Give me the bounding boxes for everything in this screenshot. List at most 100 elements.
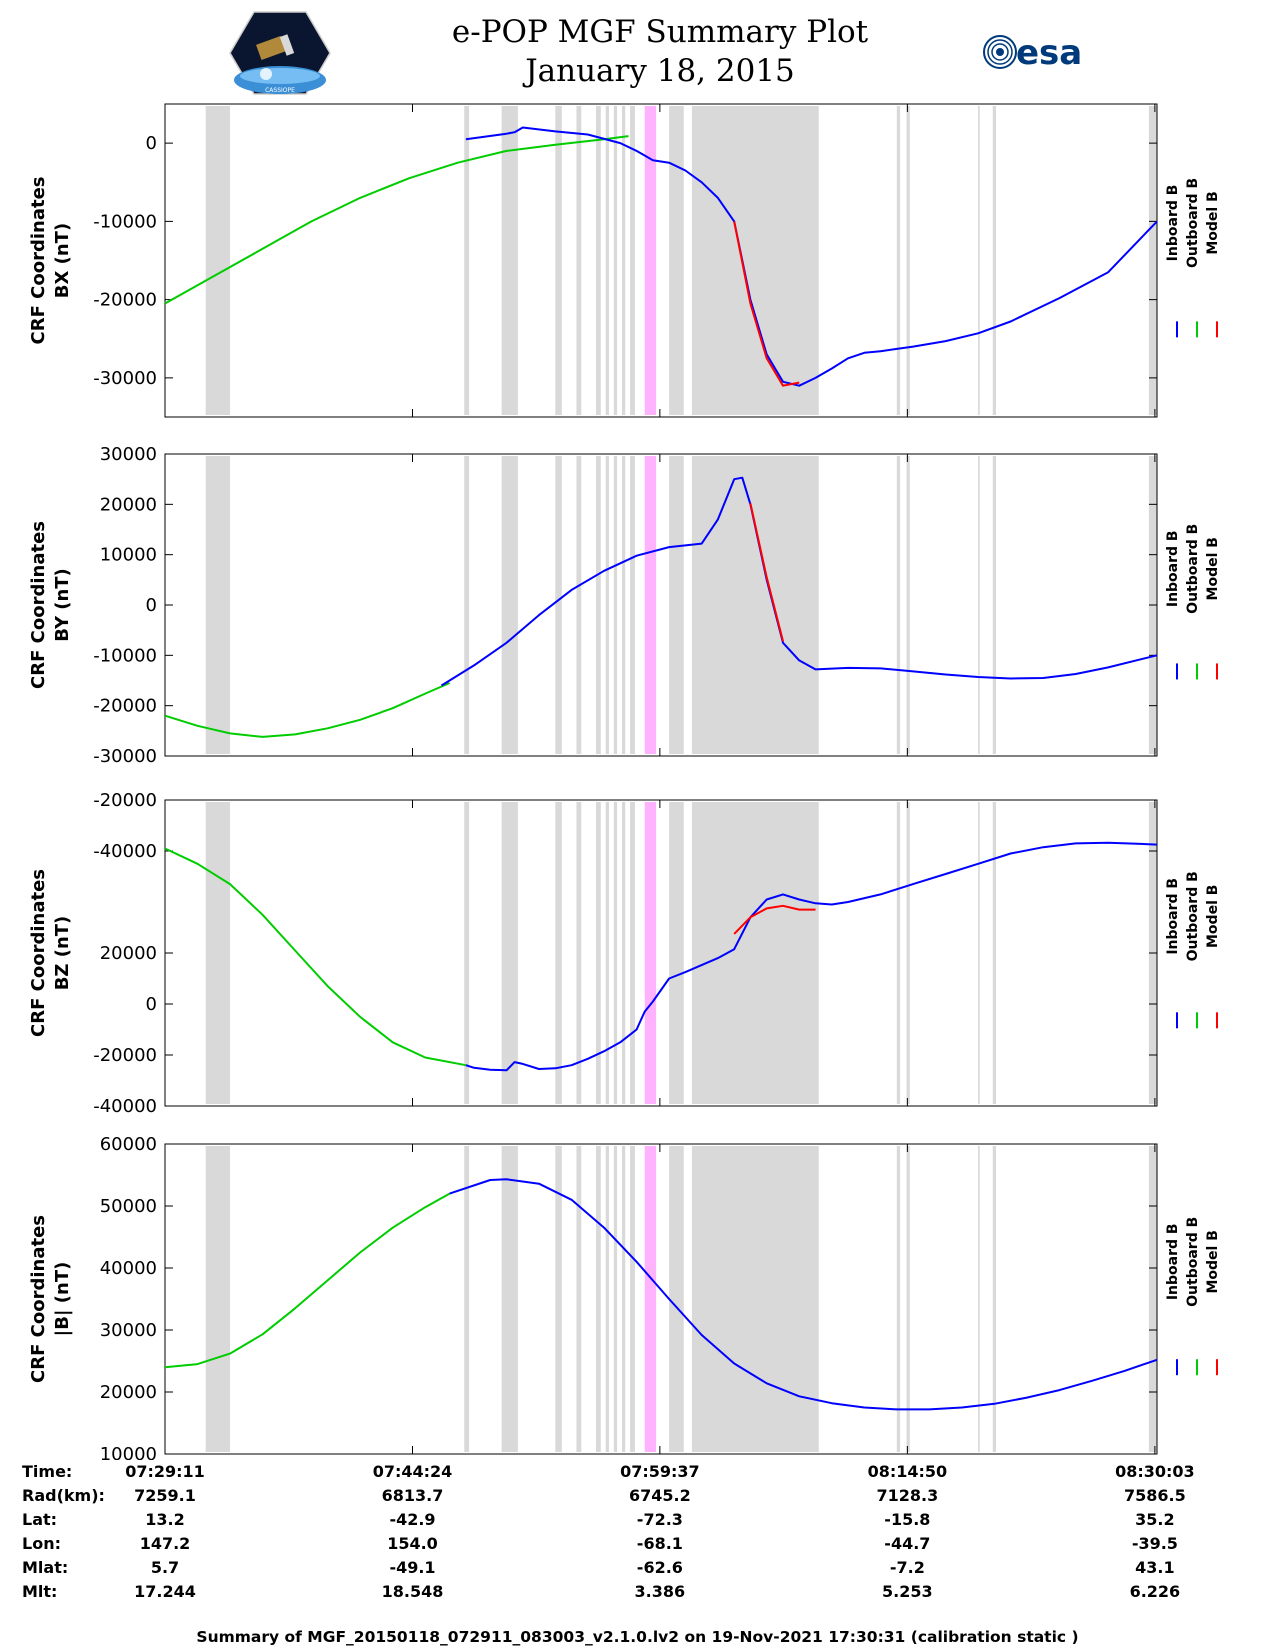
data-gap-band [978,456,980,754]
panel-2: -20000 -40000 20000 0 -20000 -40000 CRF Coordi… [28,790,1221,1117]
ephemeris-cell: -49.1 [389,1558,436,1577]
plot-date: January 18, 2015 [525,53,795,89]
axes-box [164,103,1158,418]
data-gap-band [501,106,518,415]
data-gap-band [669,456,684,754]
legend-label: Model B [1205,537,1221,600]
y-axis-label-line2: |B| (nT) [52,1262,73,1337]
data-gap-band [1148,1146,1157,1452]
ephemeris-cell: 07:44:24 [372,1462,453,1481]
data-gap-band [576,456,582,754]
series-line-model-b [733,904,816,935]
data-gap-band [501,456,518,754]
data-gap-band [464,1146,470,1452]
data-gap-band [691,106,819,415]
ephemeris-cell: 08:14:50 [867,1462,948,1481]
legend-label: Outboard B [1185,524,1201,614]
data-gap-band [205,802,231,1104]
ephemeris-row-label: Rad(km): [22,1486,105,1505]
ephemeris-cell: 18.548 [381,1582,444,1601]
axes-box [164,799,1158,1107]
ephemeris-cell: -72.3 [636,1510,683,1529]
panel-0: 0 -10000 -20000 -30000 CRF Coordinates BX (nT… [28,103,1221,418]
data-gap-band [630,456,635,754]
ephemeris-cell: -44.7 [884,1534,931,1553]
data-gap-band [576,1146,582,1452]
data-gap-band [613,456,618,754]
ephemeris-table: Time: Rad(km): Lat: Lon: Mlat: Mlt: 07:29:11 72… [0,1462,1275,1622]
legend-label: Outboard B [1185,1217,1201,1307]
data-gap-band [906,106,910,415]
data-gap-band [691,456,819,754]
y-tick-label: -10000 [93,211,157,232]
data-gap-band [978,802,980,1104]
data-gap-band [621,456,626,754]
data-gap-band [992,106,997,415]
y-tick-label: 10000 [100,545,157,566]
data-gap-band [595,106,601,415]
y-tick-label: -20000 [93,790,157,811]
ephemeris-cell: 6745.2 [628,1486,691,1505]
legend-label: Inboard B [1165,1223,1181,1300]
data-gap-band [896,456,901,754]
y-axis-label-line1: CRF Coordinates [28,177,49,345]
y-axis-label-line2: BZ (nT) [52,916,73,991]
data-gap-band [906,456,910,754]
data-gap-band [613,802,618,1104]
data-gap-band [555,802,562,1104]
y-tick-label: 40000 [100,1258,157,1279]
y-tick-label: 0 [146,595,157,616]
data-gap-band [576,802,582,1104]
series-line-outboard-b [164,1192,451,1369]
ephemeris-cell: 7586.5 [1124,1486,1186,1505]
data-gap-band [1148,106,1157,415]
data-gap-band [613,106,618,415]
y-tick-label: -30000 [93,746,157,767]
ephemeris-cell: 17.244 [134,1582,196,1601]
data-gap-band [906,1146,910,1452]
series-line-outboard-b [164,135,629,305]
ephemeris-cell: 154.0 [387,1534,438,1553]
ephemeris-cell: 5.7 [150,1558,180,1577]
y-tick-label: 50000 [100,1196,157,1217]
y-tick-label: 30000 [100,1320,157,1341]
data-gap-band [501,802,518,1104]
data-gap-band [501,1146,518,1452]
y-axis-label-line2: BX (nT) [52,223,73,298]
ephemeris-row-label: Mlt: [22,1582,58,1601]
data-gap-band [669,802,684,1104]
ephemeris-cell: 07:59:37 [620,1462,700,1481]
data-gap-band [464,456,470,754]
y-tick-label: 10000 [100,1444,157,1460]
axes-box [164,1143,1158,1455]
data-gap-band [205,106,231,415]
summary-text: Summary of MGF_20150118_072911_083003_v2… [196,1628,1079,1646]
data-gap-band [630,1146,635,1452]
legend-label: Inboard B [1165,878,1181,955]
data-gap-band [595,456,601,754]
ephemeris-cell: 5.253 [882,1582,933,1601]
data-gap-band [992,802,997,1104]
data-gap-band [630,106,635,415]
ephemeris-cell: -42.9 [389,1510,436,1529]
cassiope-logo: CASSIOPE [228,10,332,96]
data-gap-band [464,802,470,1104]
ephemeris-row-label: Time: [22,1462,73,1481]
ephemeris-cell: -7.2 [889,1558,925,1577]
ephemeris-cell: 07:29:11 [125,1462,205,1481]
y-tick-label: 30000 [100,444,157,465]
data-gap-band [630,802,635,1104]
ephemeris-cell: -68.1 [636,1534,683,1553]
series-line-model-b [749,503,784,642]
data-gap-band [896,106,901,415]
y-axis-label-line1: CRF Coordinates [28,521,49,689]
y-tick-label: -40000 [93,1096,157,1117]
series-line-outboard-b [164,847,467,1067]
data-gap-band [595,802,601,1104]
legend-label: Inboard B [1165,185,1181,262]
ephemeris-cell: 3.386 [634,1582,686,1601]
data-gap-band [978,1146,980,1452]
ephemeris-cell: -39.5 [1131,1534,1178,1553]
data-gap-band [896,1146,901,1452]
